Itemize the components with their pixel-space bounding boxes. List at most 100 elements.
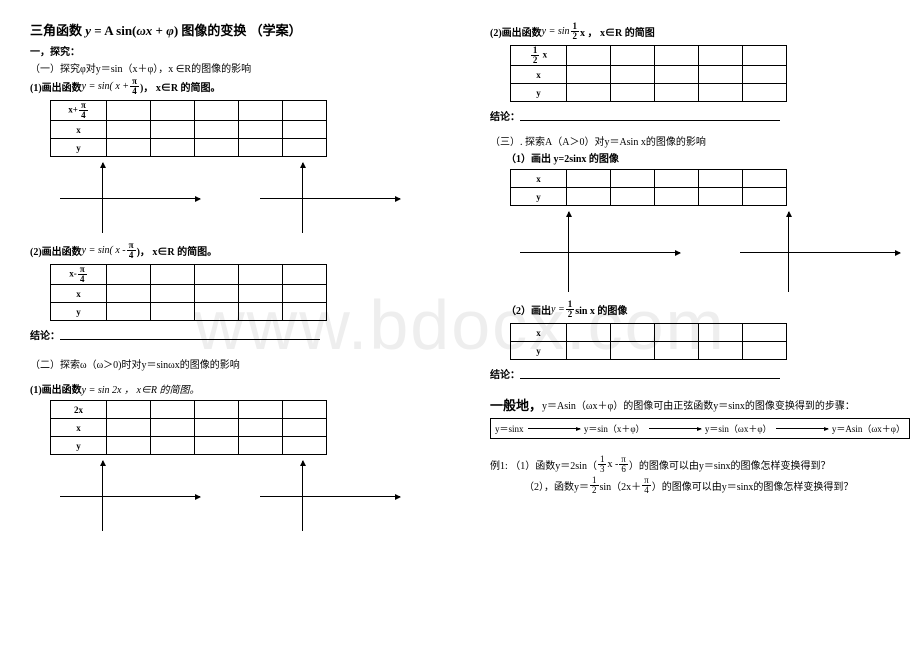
q1-1: (1)画出函数 y = sin( x + π4 )， x∈R 的简图。 [30,77,450,96]
c [699,324,743,342]
arrow-icon [776,428,828,429]
c [699,188,743,206]
axes-1b [260,163,400,233]
table-2: x-π4 x y [50,264,327,321]
c [195,121,239,139]
c [567,170,611,188]
t1r3: y [51,139,107,157]
c [655,66,699,84]
c [107,419,151,437]
c [239,437,283,455]
c [151,419,195,437]
c [239,101,283,121]
axes-1a [60,163,200,233]
c: sin x 的图像 [575,302,627,317]
lbl: x- [69,269,77,279]
c: x ， x∈R 的简图 [580,24,655,39]
conclusion-1: 结论： [30,327,450,342]
f4: y＝Asin（ωx＋φ） [832,422,905,435]
d: 3 [598,465,607,474]
h: 一般地， [490,395,542,414]
c [107,401,151,419]
f3: y＝sin（ωx＋φ） [705,422,772,435]
t3r3: y [51,437,107,455]
y-axis [102,461,103,531]
subsection-3: （三）. 探索A（A＞0）对y＝Asin x的图像的影响 [490,133,910,148]
c [151,437,195,455]
c [283,303,327,321]
c [283,437,327,455]
section-1: 一，探究： [30,43,450,58]
subsection-2: （二）探索ω（ω＞0)时对y＝sinωx的图像的影响 [30,356,450,371]
frac: π4 [79,101,88,120]
c [151,265,195,285]
c: ）的图像可以由y＝sinx的图像怎样变换得到？ [629,457,831,472]
frac-pi4-1: π4 [130,77,139,96]
c [283,285,327,303]
t4: + [152,23,166,38]
a: (2)画出函数 [30,243,82,258]
c [195,401,239,419]
c [239,419,283,437]
c [283,265,327,285]
axes-row-2 [60,461,450,531]
y-axis [302,461,303,531]
lbl: 结论： [490,108,520,123]
c [655,324,699,342]
t0: 三角函数 [30,23,85,38]
c [195,303,239,321]
t1r2: x [51,121,107,139]
x-axis [740,252,900,253]
c [611,170,655,188]
general-heading: 一般地， y＝Asin（ωx＋φ）的图像可由正弦函数y＝sinx的图像变换得到的… [490,395,910,414]
c [151,285,195,303]
q11c: )， x∈R 的简图。 [140,79,221,94]
c [611,66,655,84]
y-axis [102,163,103,233]
c [107,139,151,157]
c [283,139,327,157]
y-axis [788,212,789,292]
t2r3: y [51,303,107,321]
c [107,437,151,455]
lbl: x+ [68,105,78,115]
b: y = [551,304,565,315]
table-3: 2x x y [50,400,327,455]
d: 4 [79,111,88,120]
b: y = sin [542,26,570,37]
c [195,285,239,303]
q2-1: (1)画出函数 y = sin 2x ， x∈R 的简图。 [30,381,450,396]
c [699,84,743,102]
t3: ωx [136,23,152,38]
c [195,265,239,285]
c [107,101,151,121]
c: )， x∈R 的简图。 [137,243,218,258]
conclusion-3: 结论： [490,366,910,381]
c [699,46,743,66]
axes-3b [740,212,900,292]
table-1: x+π4 x y [50,100,327,157]
d: 2 [531,56,540,65]
c [699,170,743,188]
blank [520,111,780,121]
c [239,303,283,321]
c [239,139,283,157]
axes-row-1 [60,163,450,233]
t3r1: 2x [51,401,107,419]
c [655,188,699,206]
c [151,401,195,419]
x-axis [260,198,400,199]
d: 2 [571,32,580,41]
c [151,101,195,121]
table-5: x y [510,169,787,206]
c [743,342,787,360]
q11a: (1)画出函数 [30,79,82,94]
left-column: 三角函数 y = A sin(ωx + φ) 图像的变换 （学案） 一，探究： … [30,20,450,539]
a: （2），函数y＝ [524,478,589,493]
b: x - [607,459,618,470]
c [567,324,611,342]
c [283,401,327,419]
c [107,121,151,139]
c [567,342,611,360]
c [743,84,787,102]
